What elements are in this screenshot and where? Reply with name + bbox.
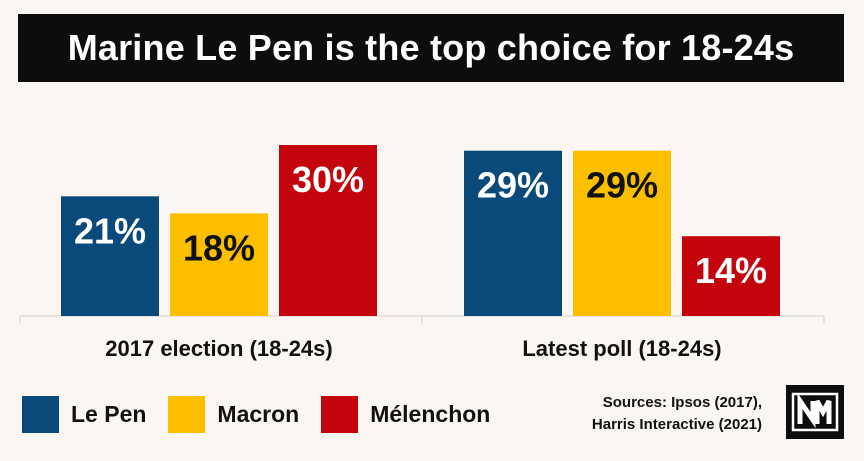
legend-label: Macron — [217, 400, 300, 427]
bar — [61, 196, 159, 316]
bar — [573, 150, 671, 316]
chart-title: Marine Le Pen is the top choice for 18-2… — [18, 14, 844, 82]
data-label: 29% — [586, 165, 658, 206]
legend-swatch — [321, 395, 359, 433]
data-label: 18% — [183, 227, 255, 268]
sources-line-1: Sources: Ipsos (2017), — [602, 394, 762, 411]
legend: Le Pen Macron Mélenchon — [22, 392, 512, 436]
bar — [170, 213, 268, 316]
sources-note: Sources: Ipsos (2017), Harris Interactiv… — [592, 392, 762, 436]
bar — [279, 145, 377, 316]
category-label: Latest poll (18-24s) — [522, 336, 721, 361]
legend-label: Mélenchon — [370, 400, 491, 427]
bar — [464, 150, 562, 316]
legend-swatch — [168, 395, 206, 433]
legend-item: Le Pen — [22, 395, 147, 433]
sources-line-2: Harris Interactive (2021) — [591, 416, 762, 433]
legend-item: Macron — [168, 395, 300, 433]
bar — [682, 236, 780, 316]
legend-swatch — [22, 395, 59, 433]
data-label: 14% — [695, 250, 767, 291]
category-label: 2017 election (18-24s) — [105, 336, 332, 361]
nm-logo-icon — [786, 385, 844, 439]
legend-label: Le Pen — [71, 400, 147, 427]
data-label: 30% — [292, 159, 364, 200]
data-label: 29% — [477, 165, 549, 206]
legend-item: Mélenchon — [321, 395, 491, 433]
data-label: 21% — [74, 210, 146, 251]
